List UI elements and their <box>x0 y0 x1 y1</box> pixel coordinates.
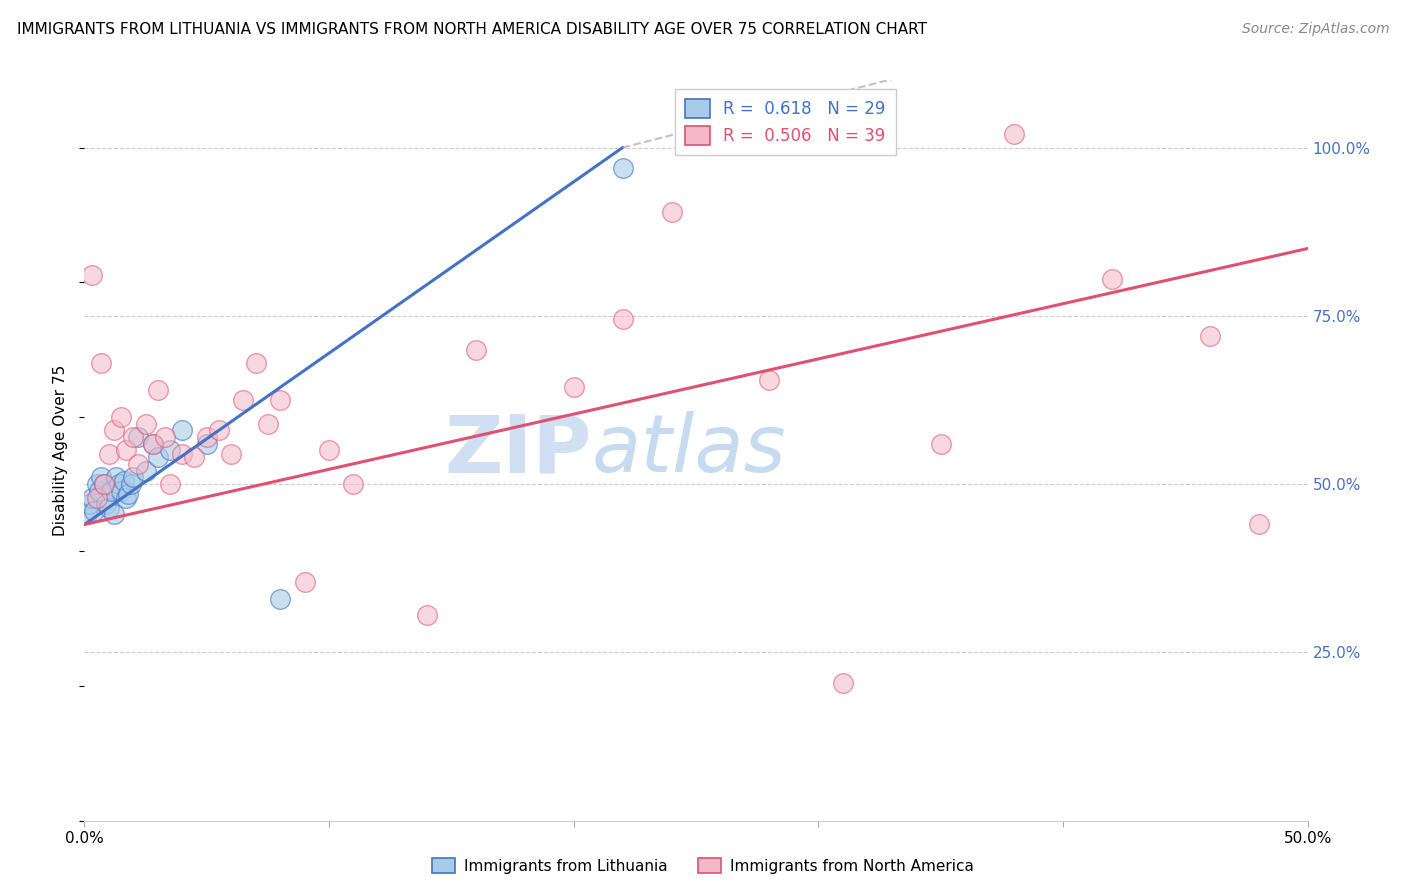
Point <box>464 343 486 357</box>
Text: atlas: atlas <box>592 411 787 490</box>
Point <box>294 574 316 589</box>
Point <box>929 436 952 450</box>
Point <box>195 430 218 444</box>
Point <box>127 457 149 471</box>
Legend: R =  0.618   N = 29, R =  0.506   N = 39: R = 0.618 N = 29, R = 0.506 N = 39 <box>675 88 896 155</box>
Point <box>115 491 138 505</box>
Point <box>195 436 218 450</box>
Point <box>342 477 364 491</box>
Point <box>105 470 128 484</box>
Point <box>172 447 194 461</box>
Point <box>208 423 231 437</box>
Point <box>90 356 112 370</box>
Point <box>172 423 194 437</box>
Point <box>758 373 780 387</box>
Point <box>612 161 634 175</box>
Point <box>318 443 340 458</box>
Point <box>86 491 108 505</box>
Point <box>97 500 120 515</box>
Point <box>269 591 291 606</box>
Point <box>1198 329 1220 343</box>
Point <box>183 450 205 465</box>
Point <box>77 497 100 511</box>
Point <box>122 470 145 484</box>
Point <box>86 477 108 491</box>
Point <box>135 464 157 478</box>
Point <box>90 470 112 484</box>
Point <box>661 204 683 219</box>
Point <box>232 392 254 407</box>
Point <box>83 504 105 518</box>
Point <box>97 447 120 461</box>
Point <box>153 430 176 444</box>
Point <box>127 430 149 444</box>
Point <box>80 268 103 283</box>
Text: Source: ZipAtlas.com: Source: ZipAtlas.com <box>1241 22 1389 37</box>
Point <box>1247 517 1270 532</box>
Point <box>103 423 125 437</box>
Point <box>76 508 98 522</box>
Point <box>122 430 145 444</box>
Point <box>107 477 129 491</box>
Point <box>103 508 125 522</box>
Legend: Immigrants from Lithuania, Immigrants from North America: Immigrants from Lithuania, Immigrants fr… <box>426 852 980 880</box>
Point <box>146 450 169 465</box>
Text: IMMIGRANTS FROM LITHUANIA VS IMMIGRANTS FROM NORTH AMERICA DISABILITY AGE OVER 7: IMMIGRANTS FROM LITHUANIA VS IMMIGRANTS … <box>17 22 927 37</box>
Point <box>96 497 118 511</box>
Point <box>269 392 291 407</box>
Y-axis label: Disability Age Over 75: Disability Age Over 75 <box>53 365 69 536</box>
Point <box>245 356 267 370</box>
Point <box>100 483 122 498</box>
Point <box>159 443 181 458</box>
Point <box>110 483 132 498</box>
Point <box>416 608 439 623</box>
Point <box>159 477 181 491</box>
Point <box>93 477 115 491</box>
Point <box>831 675 853 690</box>
Point <box>1101 272 1123 286</box>
Point <box>112 474 135 488</box>
Point <box>142 436 165 450</box>
Point <box>1002 127 1025 141</box>
Point <box>142 436 165 450</box>
Point <box>562 379 585 393</box>
Point <box>146 383 169 397</box>
Point <box>115 443 138 458</box>
Point <box>110 409 132 424</box>
Point <box>117 487 139 501</box>
Point <box>219 447 242 461</box>
Point <box>612 312 634 326</box>
Point <box>87 483 110 498</box>
Point <box>135 417 157 431</box>
Point <box>93 477 115 491</box>
Point <box>257 417 280 431</box>
Text: ZIP: ZIP <box>444 411 592 490</box>
Point <box>120 477 142 491</box>
Point <box>80 491 103 505</box>
